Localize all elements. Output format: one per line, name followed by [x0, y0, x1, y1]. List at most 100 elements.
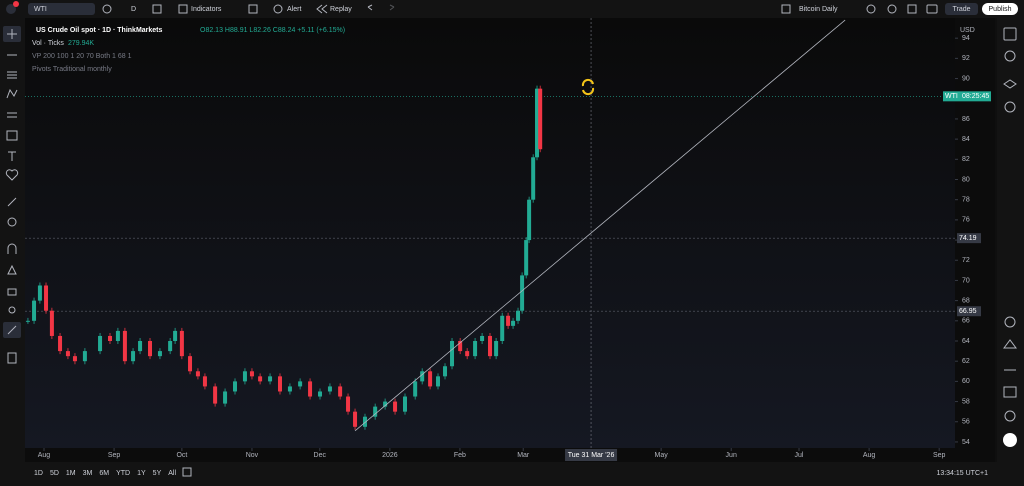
target-icon[interactable]: [1004, 316, 1016, 328]
hide-tool[interactable]: [8, 306, 16, 314]
templates-icon[interactable]: [248, 4, 258, 14]
candle-body: [383, 401, 388, 407]
zoom-tool[interactable]: [7, 217, 17, 227]
help-icon[interactable]: [1004, 410, 1016, 422]
pattern-tool[interactable]: [6, 88, 18, 99]
range-button[interactable]: 5Y: [153, 470, 162, 477]
candle-body: [428, 371, 433, 387]
crosshair-icon: [7, 29, 17, 39]
candle-body: [488, 335, 492, 357]
snapshot-icon[interactable]: [926, 4, 938, 14]
magnet-tool[interactable]: [7, 243, 17, 254]
candle-body: [535, 88, 540, 158]
range-button[interactable]: 5D: [50, 470, 59, 477]
undo-icon[interactable]: [367, 4, 373, 11]
range-button[interactable]: 6M: [99, 470, 109, 477]
y-tick-label: 72: [962, 257, 970, 264]
trade-button[interactable]: [945, 3, 978, 15]
candle-body: [277, 376, 282, 392]
settings-icon[interactable]: [887, 4, 897, 14]
indicators-button[interactable]: Indicators: [191, 6, 222, 13]
currency: USD: [960, 27, 975, 34]
y-tick-label: 82: [962, 156, 970, 163]
candle-body: [138, 341, 143, 352]
candle-body: [202, 376, 207, 387]
candle-body: [148, 341, 153, 357]
lock-tool[interactable]: [7, 288, 17, 296]
range-button[interactable]: All: [168, 470, 176, 477]
apps-icon[interactable]: [1003, 433, 1017, 447]
symbol-search[interactable]: [28, 3, 95, 15]
plot: 5456586062646668707274767880828486889092…: [25, 18, 991, 461]
sync-icon[interactable]: [581, 78, 595, 96]
layout-icon[interactable]: [781, 4, 791, 14]
range-button[interactable]: 1D: [34, 470, 43, 477]
watchlist-name[interactable]: Bitcoin Daily: [799, 6, 838, 13]
candle-body: [473, 341, 478, 357]
drawing-mode-tool[interactable]: [7, 264, 17, 275]
delete-tool[interactable]: [7, 352, 17, 364]
notification-badge: [13, 1, 19, 7]
y-tick-label: 84: [962, 136, 970, 143]
range-button[interactable]: 3M: [83, 470, 93, 477]
y-tick-label: 86: [962, 116, 970, 123]
x-tick-label: Sep: [108, 452, 121, 459]
range-button[interactable]: 1M: [66, 470, 76, 477]
fib-tool[interactable]: [7, 71, 17, 79]
chart-type-icon[interactable]: [152, 4, 162, 14]
watchlist-icon[interactable]: [1003, 27, 1017, 41]
icon-tool[interactable]: [5, 169, 19, 181]
forecast-tool[interactable]: [7, 112, 17, 118]
x-tick-label: Nov: [246, 452, 259, 459]
date-range-icon[interactable]: [182, 467, 192, 477]
symbol: WTI: [34, 6, 47, 13]
x-tick-label: Feb: [454, 452, 466, 459]
chat-icon[interactable]: [1004, 101, 1016, 113]
fullscreen-icon[interactable]: [907, 4, 917, 14]
ideas-icon[interactable]: [1003, 339, 1017, 349]
alert-button[interactable]: Alert: [287, 6, 301, 13]
alert-icon[interactable]: [273, 4, 283, 14]
price-line-box: [943, 91, 991, 102]
candle-body: [188, 356, 193, 372]
indicators-icon[interactable]: [178, 4, 188, 14]
ruler-tool[interactable]: [7, 197, 17, 207]
calendar-icon[interactable]: [1003, 386, 1017, 398]
interval[interactable]: D: [131, 6, 136, 13]
x-tick-label: May: [655, 452, 669, 459]
publish-button[interactable]: [982, 3, 1018, 15]
candle-body: [107, 335, 112, 342]
alerts-icon[interactable]: [1004, 50, 1016, 62]
bottom-toolbar: [0, 462, 997, 486]
x-tick-label: Mar: [517, 452, 530, 459]
link-icon: [7, 325, 17, 335]
shape-tool[interactable]: [6, 130, 18, 141]
candle-body: [223, 391, 228, 404]
candle-body: [436, 376, 441, 387]
candle-body: [25, 320, 30, 322]
y-tick-label: 56: [962, 419, 970, 426]
x-tick-label: Jul: [795, 452, 804, 459]
compare-icon[interactable]: [102, 4, 112, 14]
candle-body: [338, 386, 343, 397]
candle-body: [115, 330, 120, 342]
x-tick-label: Aug: [38, 452, 51, 459]
range-button[interactable]: 1Y: [137, 470, 146, 477]
avatar[interactable]: [6, 4, 16, 14]
candle-body: [233, 381, 238, 392]
candle-body: [393, 401, 398, 412]
volume-label: Vol · Ticks: [32, 40, 64, 47]
search-icon[interactable]: [866, 4, 876, 14]
indicator-label: VP 200 100 1 20 70 Both 1 68 1: [32, 53, 132, 60]
y-tick-label: 60: [962, 378, 970, 385]
layers-icon[interactable]: [1003, 79, 1017, 89]
price-label-box: [957, 306, 981, 317]
range-button[interactable]: YTD: [116, 470, 130, 477]
candle-body: [413, 381, 418, 397]
replay-button[interactable]: Replay: [330, 6, 352, 13]
candle-body: [168, 341, 173, 352]
y-tick-label: 64: [962, 338, 970, 345]
trade-label: Trade: [952, 6, 970, 13]
text-tool[interactable]: [8, 151, 16, 161]
replay-icon[interactable]: [316, 4, 328, 14]
